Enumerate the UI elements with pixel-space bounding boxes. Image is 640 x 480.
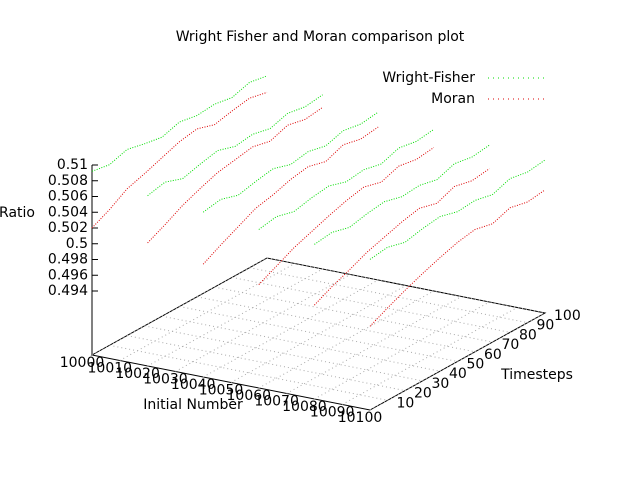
x-tick-label: 10020 [115, 366, 160, 382]
grid-line [109, 344, 388, 401]
y-tick-label: 50 [467, 357, 485, 373]
y-tick-label: 10 [397, 395, 415, 411]
grid-line [231, 276, 511, 333]
x-tick-label: 10030 [143, 372, 188, 388]
y-tick-label: 90 [537, 318, 555, 334]
grid-line [369, 312, 546, 411]
z-tick-label: 0.496 [48, 267, 88, 283]
grid-line [161, 315, 441, 372]
grid-line [249, 267, 528, 324]
z-tick-label: 0.498 [48, 252, 88, 268]
grid-line [196, 296, 476, 353]
x-tick-label: 10070 [254, 394, 299, 410]
grid-line [341, 307, 518, 405]
series-line [314, 168, 490, 306]
y-tick-label: 30 [432, 376, 450, 392]
z-tick-label: 0.502 [48, 220, 88, 236]
z-tick-label: 0.5 [66, 236, 88, 252]
x-tick-label: 10100 [338, 410, 383, 426]
series-line [147, 94, 323, 197]
y-tick-label: 80 [519, 327, 537, 343]
grid-line [230, 285, 407, 383]
x-tick-label: 10080 [282, 399, 327, 415]
x-tick-label: 10010 [88, 361, 133, 377]
y-tick-label: 20 [414, 386, 432, 402]
series-line [147, 106, 323, 244]
y-tick-label: 70 [502, 337, 520, 353]
series-line [202, 126, 379, 265]
grid-line [314, 301, 490, 400]
z-tick-label: 0.508 [48, 173, 88, 189]
x-axis-label: Initial Number [143, 397, 243, 413]
grid-line [126, 335, 406, 392]
x-tick-label: 10000 [60, 355, 105, 371]
x-tick-label: 10050 [199, 383, 244, 399]
x-tick-label: 10040 [171, 377, 216, 393]
grid-line [144, 325, 423, 382]
y-tick-label: 100 [554, 308, 581, 324]
grid-line [266, 257, 546, 314]
grid-line [214, 286, 493, 343]
x-tick-label: 10090 [310, 405, 355, 421]
grid-line [175, 274, 351, 372]
legend-label: Moran [431, 91, 475, 107]
z-axis-label: Ratio [0, 205, 35, 221]
series-line [91, 91, 268, 229]
series-line [258, 147, 435, 285]
series-line [314, 144, 490, 245]
z-tick-label: 0.504 [48, 204, 88, 220]
x-tick-label: 10060 [227, 388, 272, 404]
z-tick-label: 0.494 [48, 283, 88, 299]
grid-line [179, 306, 458, 362]
z-tick-label: 0.51 [57, 157, 88, 173]
y-tick-label: 40 [449, 366, 467, 382]
series-line [258, 128, 435, 230]
y-tick-label: 60 [484, 347, 502, 363]
legend-label: Wright-Fisher [382, 70, 475, 86]
grid-line [202, 279, 379, 378]
series-line [91, 75, 268, 172]
z-tick-label: 0.506 [48, 189, 88, 205]
series-line [369, 159, 546, 260]
grid-line [286, 296, 462, 394]
chart-title: Wright Fisher and Moran comparison plot [176, 29, 465, 45]
series-line [369, 189, 546, 327]
grid-line [258, 290, 435, 389]
y-axis-label: Timesteps [500, 367, 573, 383]
series-line [202, 111, 379, 213]
